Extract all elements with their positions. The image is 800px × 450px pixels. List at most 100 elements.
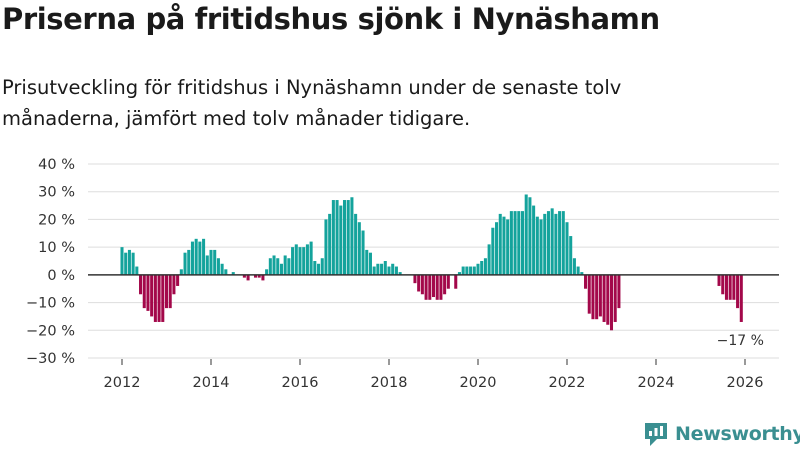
bar xyxy=(161,274,165,322)
bar xyxy=(279,263,283,275)
bar xyxy=(305,244,309,275)
bar xyxy=(391,263,395,275)
bar xyxy=(146,274,150,311)
bar xyxy=(302,247,306,275)
bar xyxy=(591,274,595,320)
bar xyxy=(520,211,525,275)
bar xyxy=(324,219,328,275)
bar xyxy=(721,274,725,295)
bar xyxy=(598,274,602,317)
bar xyxy=(483,258,487,275)
bar xyxy=(372,266,376,275)
bar xyxy=(543,213,547,275)
bar xyxy=(380,263,384,275)
bar xyxy=(253,274,258,278)
bar xyxy=(283,255,287,275)
bar xyxy=(465,266,469,275)
bar xyxy=(469,266,473,275)
bar xyxy=(150,274,154,317)
y-tick-label: 40 % xyxy=(38,157,75,173)
bar xyxy=(595,274,599,320)
bar xyxy=(446,274,450,289)
bar xyxy=(617,274,621,309)
x-tick-label: 2014 xyxy=(193,375,230,391)
bar xyxy=(472,266,476,275)
bar xyxy=(346,200,350,275)
bar xyxy=(739,274,743,322)
bar xyxy=(576,266,580,275)
bar xyxy=(506,219,510,275)
bar xyxy=(420,274,424,295)
bar xyxy=(331,200,335,275)
bar xyxy=(179,269,183,275)
bar xyxy=(580,272,584,275)
bar xyxy=(176,274,180,286)
bar xyxy=(394,266,398,275)
bar xyxy=(424,274,428,300)
chart-title: Priserna på fritidshus sjönk i Nynäshamn xyxy=(2,2,660,36)
bar xyxy=(317,263,321,275)
brand-name: Newsworthy xyxy=(675,423,800,445)
bar xyxy=(569,236,573,275)
bar xyxy=(246,274,250,281)
brand: Newsworthy xyxy=(643,420,800,448)
bar xyxy=(335,200,339,275)
y-tick-label: 20 % xyxy=(38,212,75,228)
y-tick-label: −10 % xyxy=(26,296,75,312)
bar xyxy=(517,211,521,275)
bar xyxy=(294,244,298,275)
bar xyxy=(476,263,480,275)
bar xyxy=(431,274,436,298)
bar xyxy=(187,249,191,275)
bar xyxy=(413,274,417,284)
y-tick-label: −30 % xyxy=(26,351,75,367)
bar xyxy=(461,266,465,275)
bar xyxy=(435,274,439,300)
bar xyxy=(231,272,235,275)
bar xyxy=(354,213,358,275)
bar xyxy=(724,274,728,300)
bar xyxy=(142,274,146,309)
bar xyxy=(443,274,447,295)
bar xyxy=(732,274,736,300)
bar xyxy=(587,274,591,314)
bar xyxy=(717,274,721,286)
bar xyxy=(220,263,224,275)
x-tick-label: 2016 xyxy=(282,375,319,391)
bar xyxy=(480,261,484,275)
bar xyxy=(194,238,198,275)
bar xyxy=(224,269,228,275)
bar xyxy=(216,258,220,275)
bar xyxy=(342,200,347,275)
bar xyxy=(524,194,528,275)
newsworthy-logo-icon xyxy=(645,423,667,446)
bar xyxy=(265,269,269,275)
bar xyxy=(584,274,588,289)
bar xyxy=(554,213,558,275)
bar xyxy=(350,197,354,275)
bar xyxy=(613,274,617,322)
bar xyxy=(157,274,161,322)
x-tick-label: 2018 xyxy=(371,375,408,391)
y-tick-label: −20 % xyxy=(26,323,75,339)
bar xyxy=(127,249,131,275)
bar xyxy=(309,241,313,275)
bar xyxy=(209,249,213,275)
bar xyxy=(565,222,569,275)
bar xyxy=(561,211,565,275)
bar xyxy=(339,205,343,275)
bar xyxy=(439,274,443,300)
bars xyxy=(120,194,743,331)
bar xyxy=(602,274,606,322)
bar xyxy=(491,227,495,275)
bar xyxy=(539,219,543,275)
bar xyxy=(532,205,536,275)
bar xyxy=(487,244,491,275)
bar xyxy=(272,255,276,275)
bar xyxy=(502,216,506,275)
bar xyxy=(328,213,332,275)
bar xyxy=(387,266,391,275)
bar xyxy=(357,222,361,275)
y-tick-label: 0 % xyxy=(47,268,75,284)
